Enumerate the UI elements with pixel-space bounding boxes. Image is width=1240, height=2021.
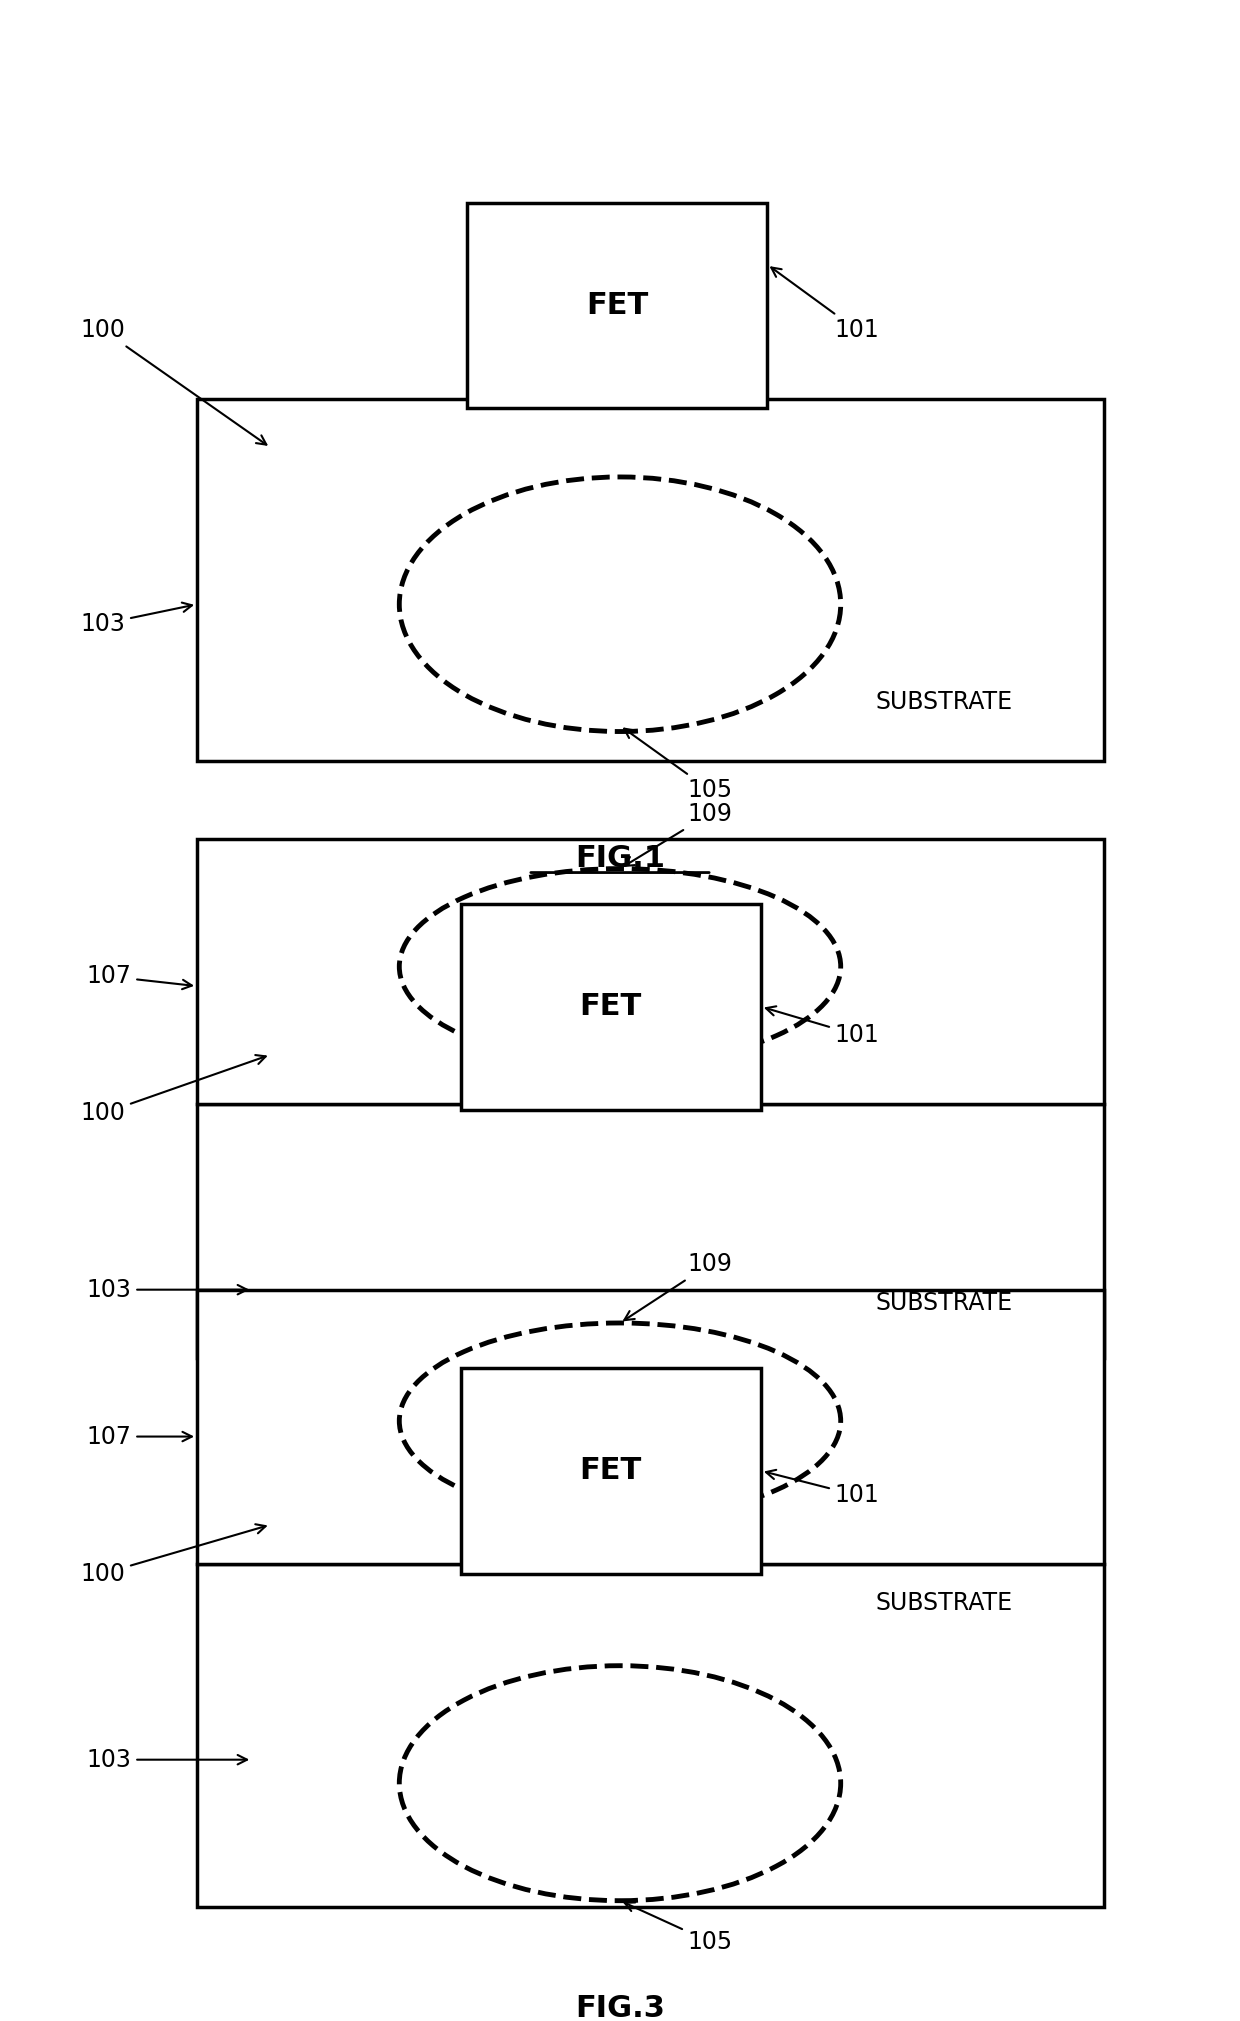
Text: FIG.1: FIG.1 bbox=[575, 845, 665, 873]
Text: SUBSTRATE: SUBSTRATE bbox=[875, 1291, 1012, 1316]
FancyBboxPatch shape bbox=[466, 202, 768, 408]
Text: 101: 101 bbox=[766, 1006, 879, 1047]
FancyBboxPatch shape bbox=[197, 1103, 1105, 1358]
Text: FET: FET bbox=[585, 291, 649, 319]
Text: 100: 100 bbox=[81, 317, 267, 445]
Text: SUBSTRATE: SUBSTRATE bbox=[875, 1591, 1012, 1615]
FancyBboxPatch shape bbox=[197, 398, 1105, 762]
Text: 109: 109 bbox=[625, 802, 733, 865]
Text: 103: 103 bbox=[87, 1748, 247, 1772]
Text: 105: 105 bbox=[625, 1902, 733, 1954]
Text: 109: 109 bbox=[624, 1253, 733, 1320]
Text: FET: FET bbox=[579, 992, 642, 1021]
FancyBboxPatch shape bbox=[197, 1564, 1105, 1906]
Text: FIG.2: FIG.2 bbox=[575, 1437, 665, 1467]
Text: 101: 101 bbox=[766, 1469, 879, 1508]
Text: 105: 105 bbox=[624, 730, 733, 802]
Text: 107: 107 bbox=[87, 964, 192, 988]
Text: FET: FET bbox=[579, 1457, 642, 1485]
Text: 107: 107 bbox=[87, 1425, 192, 1449]
Text: 103: 103 bbox=[81, 602, 192, 637]
Text: 103: 103 bbox=[87, 1277, 247, 1302]
Text: FIG.3: FIG.3 bbox=[575, 1995, 665, 2021]
FancyBboxPatch shape bbox=[460, 1368, 761, 1574]
Text: 101: 101 bbox=[771, 267, 879, 342]
FancyBboxPatch shape bbox=[197, 839, 1105, 1103]
Text: 100: 100 bbox=[81, 1524, 265, 1586]
Text: 100: 100 bbox=[81, 1055, 265, 1126]
FancyBboxPatch shape bbox=[460, 903, 761, 1110]
FancyBboxPatch shape bbox=[197, 1289, 1105, 1564]
Text: SUBSTRATE: SUBSTRATE bbox=[875, 689, 1012, 713]
